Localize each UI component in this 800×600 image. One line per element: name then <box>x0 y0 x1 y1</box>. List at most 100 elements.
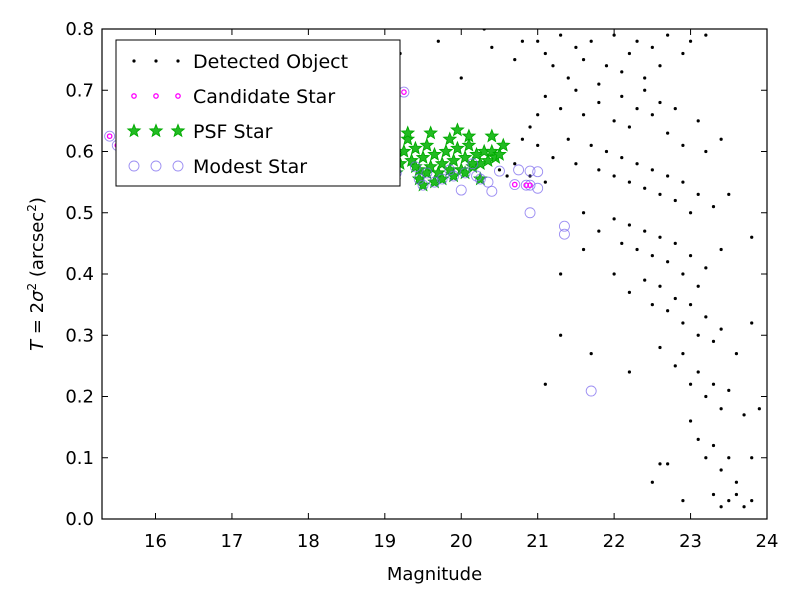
psf-star-point <box>415 149 431 164</box>
detected-object-point <box>673 107 677 111</box>
detected-object-point <box>688 211 693 215</box>
detected-object-point <box>673 198 677 203</box>
modest-star-point <box>486 185 498 197</box>
candidate-star-point <box>106 133 113 140</box>
detected-object-point <box>681 352 685 356</box>
detected-object-point <box>581 113 586 117</box>
detected-object-point <box>696 284 700 288</box>
modest-star-point <box>509 179 521 191</box>
detected-object-point <box>696 192 700 196</box>
x-tick-label: 19 <box>373 531 396 552</box>
modest-star-point <box>455 184 467 196</box>
detected-object-point <box>742 413 746 417</box>
y-tick-label: 0.1 <box>65 448 94 469</box>
detected-object-point <box>711 205 716 209</box>
modest-star-point <box>413 173 425 185</box>
detected-object-point <box>696 370 700 374</box>
detected-object-point <box>711 492 716 497</box>
detected-object-point <box>627 223 632 227</box>
modest-star-point <box>421 167 433 179</box>
detected-object-point <box>704 315 708 319</box>
modest-star-point <box>532 166 544 178</box>
detected-object-point <box>711 443 716 448</box>
psf-star-point <box>450 122 465 137</box>
modest-star-point <box>448 170 460 182</box>
detected-object-point <box>681 143 685 147</box>
y-tick-label: 0.4 <box>65 264 94 285</box>
psf-star-point <box>442 131 458 146</box>
detected-object-point <box>688 254 693 258</box>
detected-object-point <box>635 39 639 43</box>
modest-star-point <box>524 207 536 219</box>
legend-marker-psf-star <box>126 123 142 138</box>
detected-object-point <box>704 394 708 399</box>
modest-star-point <box>417 179 429 191</box>
modest-star-point <box>467 158 479 170</box>
legend-marker-detected-object <box>176 59 180 63</box>
detected-object-point <box>597 229 601 233</box>
detected-object-point <box>505 174 509 178</box>
modest-star-point <box>471 170 482 182</box>
modest-star-point <box>104 130 116 142</box>
detected-object-point <box>551 156 555 160</box>
legend-marker-modest-star <box>172 160 184 172</box>
y-tick-label: 0.5 <box>65 203 94 224</box>
detected-object-point <box>658 345 662 350</box>
detected-object-point <box>696 119 700 123</box>
ticks-layer: 16 17 18 19 20 21 22 23 24 0.0 0.1 0.2 0.3 0.4 0.5 0.6 0… <box>65 19 778 552</box>
legend-marker-detected-object <box>154 59 158 63</box>
detected-object-point <box>643 278 647 282</box>
detected-object-point <box>543 180 547 184</box>
detected-object-point <box>528 125 532 129</box>
modest-star-point <box>585 385 597 397</box>
psf-star-point <box>484 143 500 158</box>
modest-star-point <box>513 164 525 176</box>
detected-object-point <box>559 272 563 276</box>
detected-object-point <box>650 45 654 49</box>
detected-object-point <box>559 333 563 337</box>
detected-object-point <box>574 162 578 166</box>
detected-object-point <box>704 266 708 270</box>
detected-object-point <box>543 94 547 98</box>
detected-object-point <box>727 388 731 392</box>
psf-star-point <box>495 137 511 152</box>
detected-object-point <box>543 51 547 56</box>
detected-object-point <box>612 272 616 276</box>
candidate-star-point <box>527 182 533 189</box>
detected-object-point <box>658 64 662 68</box>
psf-star-point <box>427 146 442 161</box>
detected-object-point <box>559 33 563 37</box>
detected-object-point <box>727 456 731 460</box>
legend: Detected Object Candidate Star PSF Star Mod… <box>115 39 401 187</box>
detected-object-point <box>696 333 700 337</box>
modest-star-point <box>494 165 505 177</box>
detected-object-point <box>574 88 578 92</box>
detected-object-point <box>497 168 502 172</box>
modest-star-point <box>520 179 532 191</box>
detected-object-point <box>734 492 739 497</box>
detected-object-point <box>597 100 601 105</box>
detected-object-point <box>719 505 723 509</box>
detected-object-point <box>459 76 463 80</box>
detected-object-point <box>658 284 662 288</box>
y-tick-label: 0.8 <box>65 19 94 40</box>
psf-star-point <box>450 140 465 155</box>
detected-object-point <box>658 192 662 196</box>
psf-star-point <box>446 152 461 167</box>
detected-object-point <box>627 370 632 374</box>
psf-star-point <box>461 137 477 152</box>
psf-star-point <box>400 125 416 140</box>
legend-marker-candidate-star <box>175 93 181 99</box>
detected-object-point <box>681 321 685 325</box>
detected-object-point <box>688 303 693 307</box>
modest-star-point <box>524 179 536 191</box>
detected-object-point <box>581 247 586 252</box>
legend-item-psf-star: PSF Star <box>126 121 273 143</box>
detected-object-point <box>543 382 547 386</box>
detected-object-point <box>666 260 670 264</box>
detected-object-point <box>643 229 647 233</box>
detected-object-point <box>520 39 525 43</box>
detected-object-point <box>704 456 708 460</box>
detected-object-point <box>589 143 593 147</box>
detected-object-point <box>620 94 624 98</box>
